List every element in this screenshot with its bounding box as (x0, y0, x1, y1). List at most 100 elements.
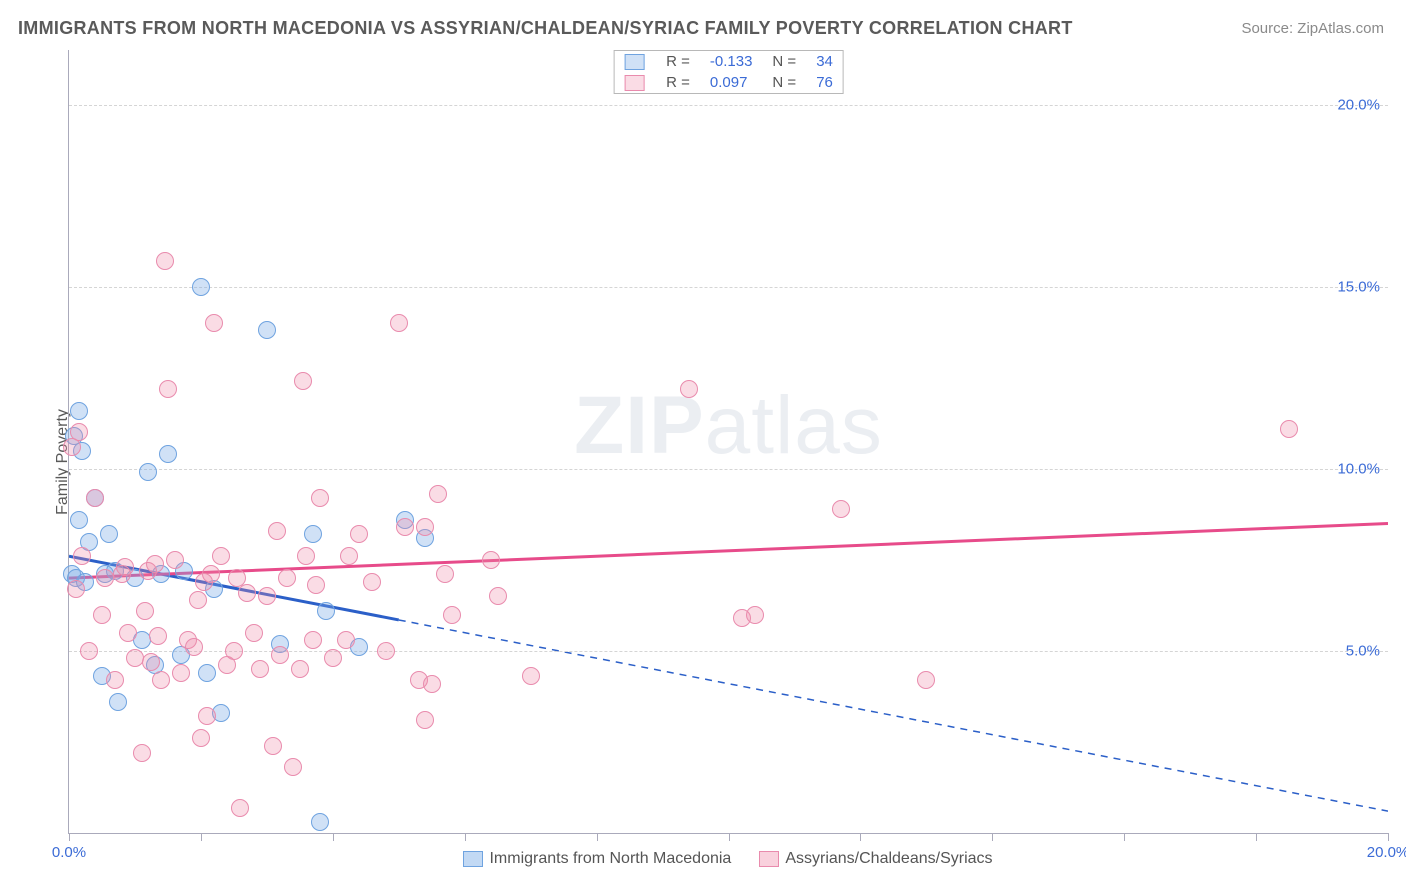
scatter-point (189, 591, 207, 609)
scatter-point (832, 500, 850, 518)
watermark-light: atlas (705, 380, 883, 471)
scatter-point (396, 518, 414, 536)
x-tick-mark (201, 833, 202, 841)
legend-series: Immigrants from North MacedoniaAssyrians… (68, 850, 1388, 868)
scatter-point (231, 799, 249, 817)
x-tick-mark (597, 833, 598, 841)
gridline (69, 469, 1388, 470)
scatter-point (350, 525, 368, 543)
scatter-point (294, 372, 312, 390)
scatter-point (156, 252, 174, 270)
scatter-point (142, 653, 160, 671)
scatter-point (202, 565, 220, 583)
scatter-point (416, 711, 434, 729)
scatter-point (185, 638, 203, 656)
scatter-point (443, 606, 461, 624)
scatter-point (119, 624, 137, 642)
scatter-point (482, 551, 500, 569)
watermark: ZIPatlas (574, 379, 883, 473)
x-tick-mark (465, 833, 466, 841)
chart-title: IMMIGRANTS FROM NORTH MACEDONIA VS ASSYR… (18, 18, 1073, 39)
scatter-point (225, 642, 243, 660)
y-tick-label: 20.0% (1337, 96, 1380, 113)
scatter-point (304, 525, 322, 543)
legend-item: Assyrians/Chaldeans/Syriacs (759, 850, 992, 868)
scatter-point (146, 555, 164, 573)
scatter-point (116, 558, 134, 576)
scatter-point (109, 693, 127, 711)
scatter-point (159, 445, 177, 463)
x-tick-mark (69, 833, 70, 841)
scatter-point (429, 485, 447, 503)
scatter-point (489, 587, 507, 605)
scatter-point (746, 606, 764, 624)
scatter-point (139, 463, 157, 481)
y-tick-label: 15.0% (1337, 278, 1380, 295)
scatter-point (416, 518, 434, 536)
regression-lines (69, 50, 1388, 833)
scatter-point (423, 675, 441, 693)
x-tick-mark (1124, 833, 1125, 841)
scatter-point (106, 671, 124, 689)
x-tick-mark (1256, 833, 1257, 841)
scatter-point (198, 707, 216, 725)
scatter-point (268, 522, 286, 540)
scatter-point (166, 551, 184, 569)
scatter-point (172, 664, 190, 682)
scatter-point (159, 380, 177, 398)
x-tick-mark (992, 833, 993, 841)
scatter-point (205, 314, 223, 332)
scatter-point (317, 602, 335, 620)
scatter-point (80, 642, 98, 660)
scatter-point (192, 278, 210, 296)
scatter-point (96, 569, 114, 587)
gridline (69, 105, 1388, 106)
scatter-point (304, 631, 322, 649)
scatter-point (291, 660, 309, 678)
y-tick-label: 10.0% (1337, 460, 1380, 477)
scatter-point (297, 547, 315, 565)
scatter-point (311, 813, 329, 831)
scatter-point (271, 646, 289, 664)
scatter-point (212, 547, 230, 565)
scatter-point (73, 547, 91, 565)
scatter-point (100, 525, 118, 543)
scatter-point (264, 737, 282, 755)
scatter-point (149, 627, 167, 645)
legend-statistics: R =-0.133N =34R =0.097N =76 (613, 50, 844, 94)
scatter-point (278, 569, 296, 587)
legend-stat-row: R =-0.133N =34 (614, 51, 843, 72)
scatter-point (192, 729, 210, 747)
scatter-point (126, 649, 144, 667)
scatter-point (390, 314, 408, 332)
source-label: Source: ZipAtlas.com (1241, 20, 1384, 37)
scatter-point (307, 576, 325, 594)
gridline (69, 651, 1388, 652)
x-tick-mark (729, 833, 730, 841)
plot-area: ZIPatlas R =-0.133N =34R =0.097N =76 5.0… (68, 50, 1388, 834)
scatter-point (680, 380, 698, 398)
scatter-point (258, 587, 276, 605)
scatter-point (245, 624, 263, 642)
scatter-point (251, 660, 269, 678)
scatter-point (337, 631, 355, 649)
x-tick-mark (860, 833, 861, 841)
scatter-point (198, 664, 216, 682)
scatter-point (1280, 420, 1298, 438)
scatter-point (70, 423, 88, 441)
scatter-point (311, 489, 329, 507)
scatter-point (324, 649, 342, 667)
scatter-point (436, 565, 454, 583)
scatter-point (238, 584, 256, 602)
scatter-point (340, 547, 358, 565)
scatter-point (377, 642, 395, 660)
gridline (69, 287, 1388, 288)
legend-stat-row: R =0.097N =76 (614, 72, 843, 93)
scatter-point (522, 667, 540, 685)
scatter-point (86, 489, 104, 507)
scatter-point (152, 671, 170, 689)
scatter-point (917, 671, 935, 689)
x-tick-mark (1388, 833, 1389, 841)
x-tick-mark (333, 833, 334, 841)
scatter-point (136, 602, 154, 620)
